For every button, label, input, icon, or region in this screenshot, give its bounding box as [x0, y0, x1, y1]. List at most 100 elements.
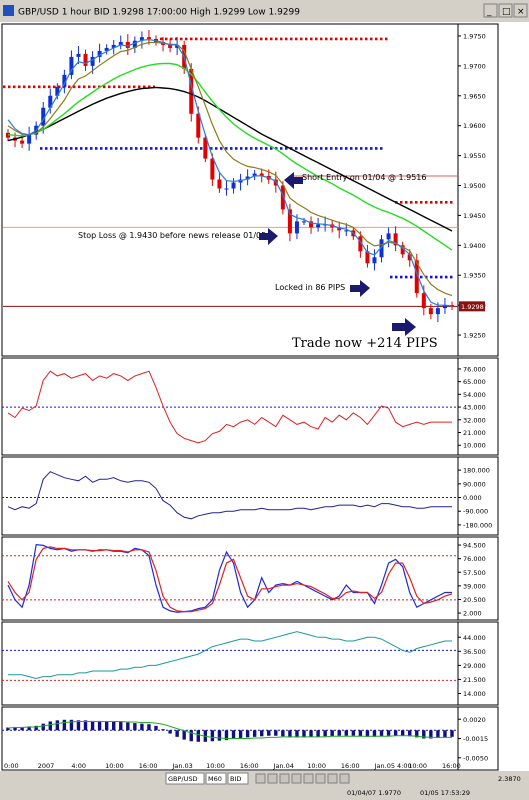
macd-bar [344, 730, 348, 736]
side-select[interactable]: BID [227, 772, 249, 785]
grid-icon[interactable] [303, 773, 314, 784]
close-button[interactable]: × [513, 3, 528, 18]
candle-body [55, 86, 60, 96]
macd-bar [104, 721, 109, 731]
macd-bar [443, 730, 447, 738]
macd-bar [372, 730, 377, 737]
macd-bar [154, 725, 158, 731]
minimize-button[interactable]: _ [483, 3, 498, 18]
macd-bar [76, 720, 81, 731]
candle-body [302, 221, 306, 223]
macd-bar [55, 720, 60, 731]
price-ytick-label: 1.9750 [463, 32, 486, 40]
panel-6-axis [457, 706, 499, 771]
toolbar-icons [255, 773, 350, 784]
macd-bar [400, 730, 405, 736]
panel-3-axis [457, 456, 499, 536]
price-ytick-label: 1.9600 [463, 122, 486, 130]
price-ytick-label: 1.9450 [463, 212, 486, 220]
macd-bar [224, 730, 229, 741]
candle-body [27, 134, 32, 144]
stoch-ytick-label: 39.000 [463, 582, 486, 590]
price-ytick-label: 1.9350 [463, 272, 486, 280]
panel-5-axis [457, 621, 499, 706]
osc1-ytick-label: 21.000 [463, 429, 486, 437]
macd-bar [323, 730, 327, 737]
candle-body [118, 41, 123, 45]
price-ytick-label: 1.9500 [463, 182, 486, 190]
symbol-select[interactable]: GBP/USD [165, 772, 205, 785]
scroll-icon[interactable] [291, 773, 302, 784]
candle-body [217, 179, 222, 189]
macd-bar [27, 726, 31, 731]
arrow-left-icon [284, 172, 303, 189]
candle-body [245, 176, 250, 180]
osc2-ytick-label: 0.000 [463, 494, 482, 502]
candle-body [428, 308, 433, 315]
candle-body [125, 41, 130, 48]
save-icon[interactable] [339, 773, 350, 784]
candle-body [309, 221, 314, 228]
print-icon[interactable] [327, 773, 338, 784]
candle-body [358, 236, 363, 252]
title-bar [0, 0, 529, 22]
period-select[interactable]: M60 [205, 772, 227, 785]
macd-bar [48, 721, 52, 731]
candle-body [224, 188, 229, 190]
osc1-ytick-label: 54.000 [463, 391, 486, 399]
ma-olive [7, 41, 453, 297]
macd-bar [217, 730, 222, 741]
macd-bar [330, 730, 334, 737]
status-value-right: 2.3870 [498, 775, 521, 783]
ma-black [7, 86, 453, 232]
candle-body [379, 239, 384, 258]
minimize-icon: _ [486, 7, 492, 17]
macd-bar [175, 730, 179, 737]
macd-bar [140, 723, 144, 731]
candle-body [421, 293, 426, 309]
candle-body [97, 50, 102, 57]
x-tick-label: 4:00 [71, 762, 86, 770]
osc1-line [7, 370, 452, 444]
macd-bar [252, 730, 257, 737]
crosshair-icon[interactable] [279, 773, 290, 784]
zoom-out-icon[interactable] [267, 773, 278, 784]
zoom-in-icon[interactable] [255, 773, 266, 784]
ma-blue [7, 38, 453, 307]
panel-4-axis [457, 536, 499, 621]
candle-body [168, 44, 173, 48]
macd-bar [429, 730, 433, 739]
macd-bar [238, 730, 243, 738]
macd-bar [379, 730, 384, 737]
osc1-ytick-label: 65.000 [463, 378, 486, 386]
svg-text:Locked in 86 PIPS: Locked in 86 PIPS [275, 283, 345, 292]
candle-body [111, 44, 116, 48]
osc2-line [7, 471, 452, 520]
stoch-ytick-label: 76.000 [463, 555, 486, 563]
macd-bar [13, 726, 17, 731]
macd-bar [386, 730, 391, 736]
candle-body [344, 230, 349, 232]
macd-bar [69, 719, 74, 731]
candle-body [62, 74, 67, 87]
macd-bar [436, 730, 440, 738]
svg-text:GBP/USD: GBP/USD [168, 775, 198, 783]
macd-bar [231, 730, 236, 740]
price-ytick-label: 1.9400 [463, 242, 486, 250]
candle-body [294, 221, 299, 234]
maximize-button[interactable]: □ [498, 3, 513, 18]
macd-bar [450, 730, 454, 737]
osc1-ytick-label: 76.000 [463, 365, 486, 373]
macd-bar [351, 730, 356, 736]
adx-ytick-label: 44.000 [463, 634, 486, 642]
x-tick-label: 2007 [38, 762, 55, 770]
candle-body [400, 245, 405, 255]
macd-bar [210, 730, 215, 742]
settings-icon[interactable] [315, 773, 326, 784]
svg-text:BID: BID [230, 775, 241, 783]
macd-bar [281, 730, 285, 737]
candle-body [210, 158, 215, 180]
svg-text:Short Entry on 01/04 @ 1.9516: Short Entry on 01/04 @ 1.9516 [302, 173, 426, 182]
status-datetime-left: 01/04/07 1.9770 [347, 789, 401, 797]
